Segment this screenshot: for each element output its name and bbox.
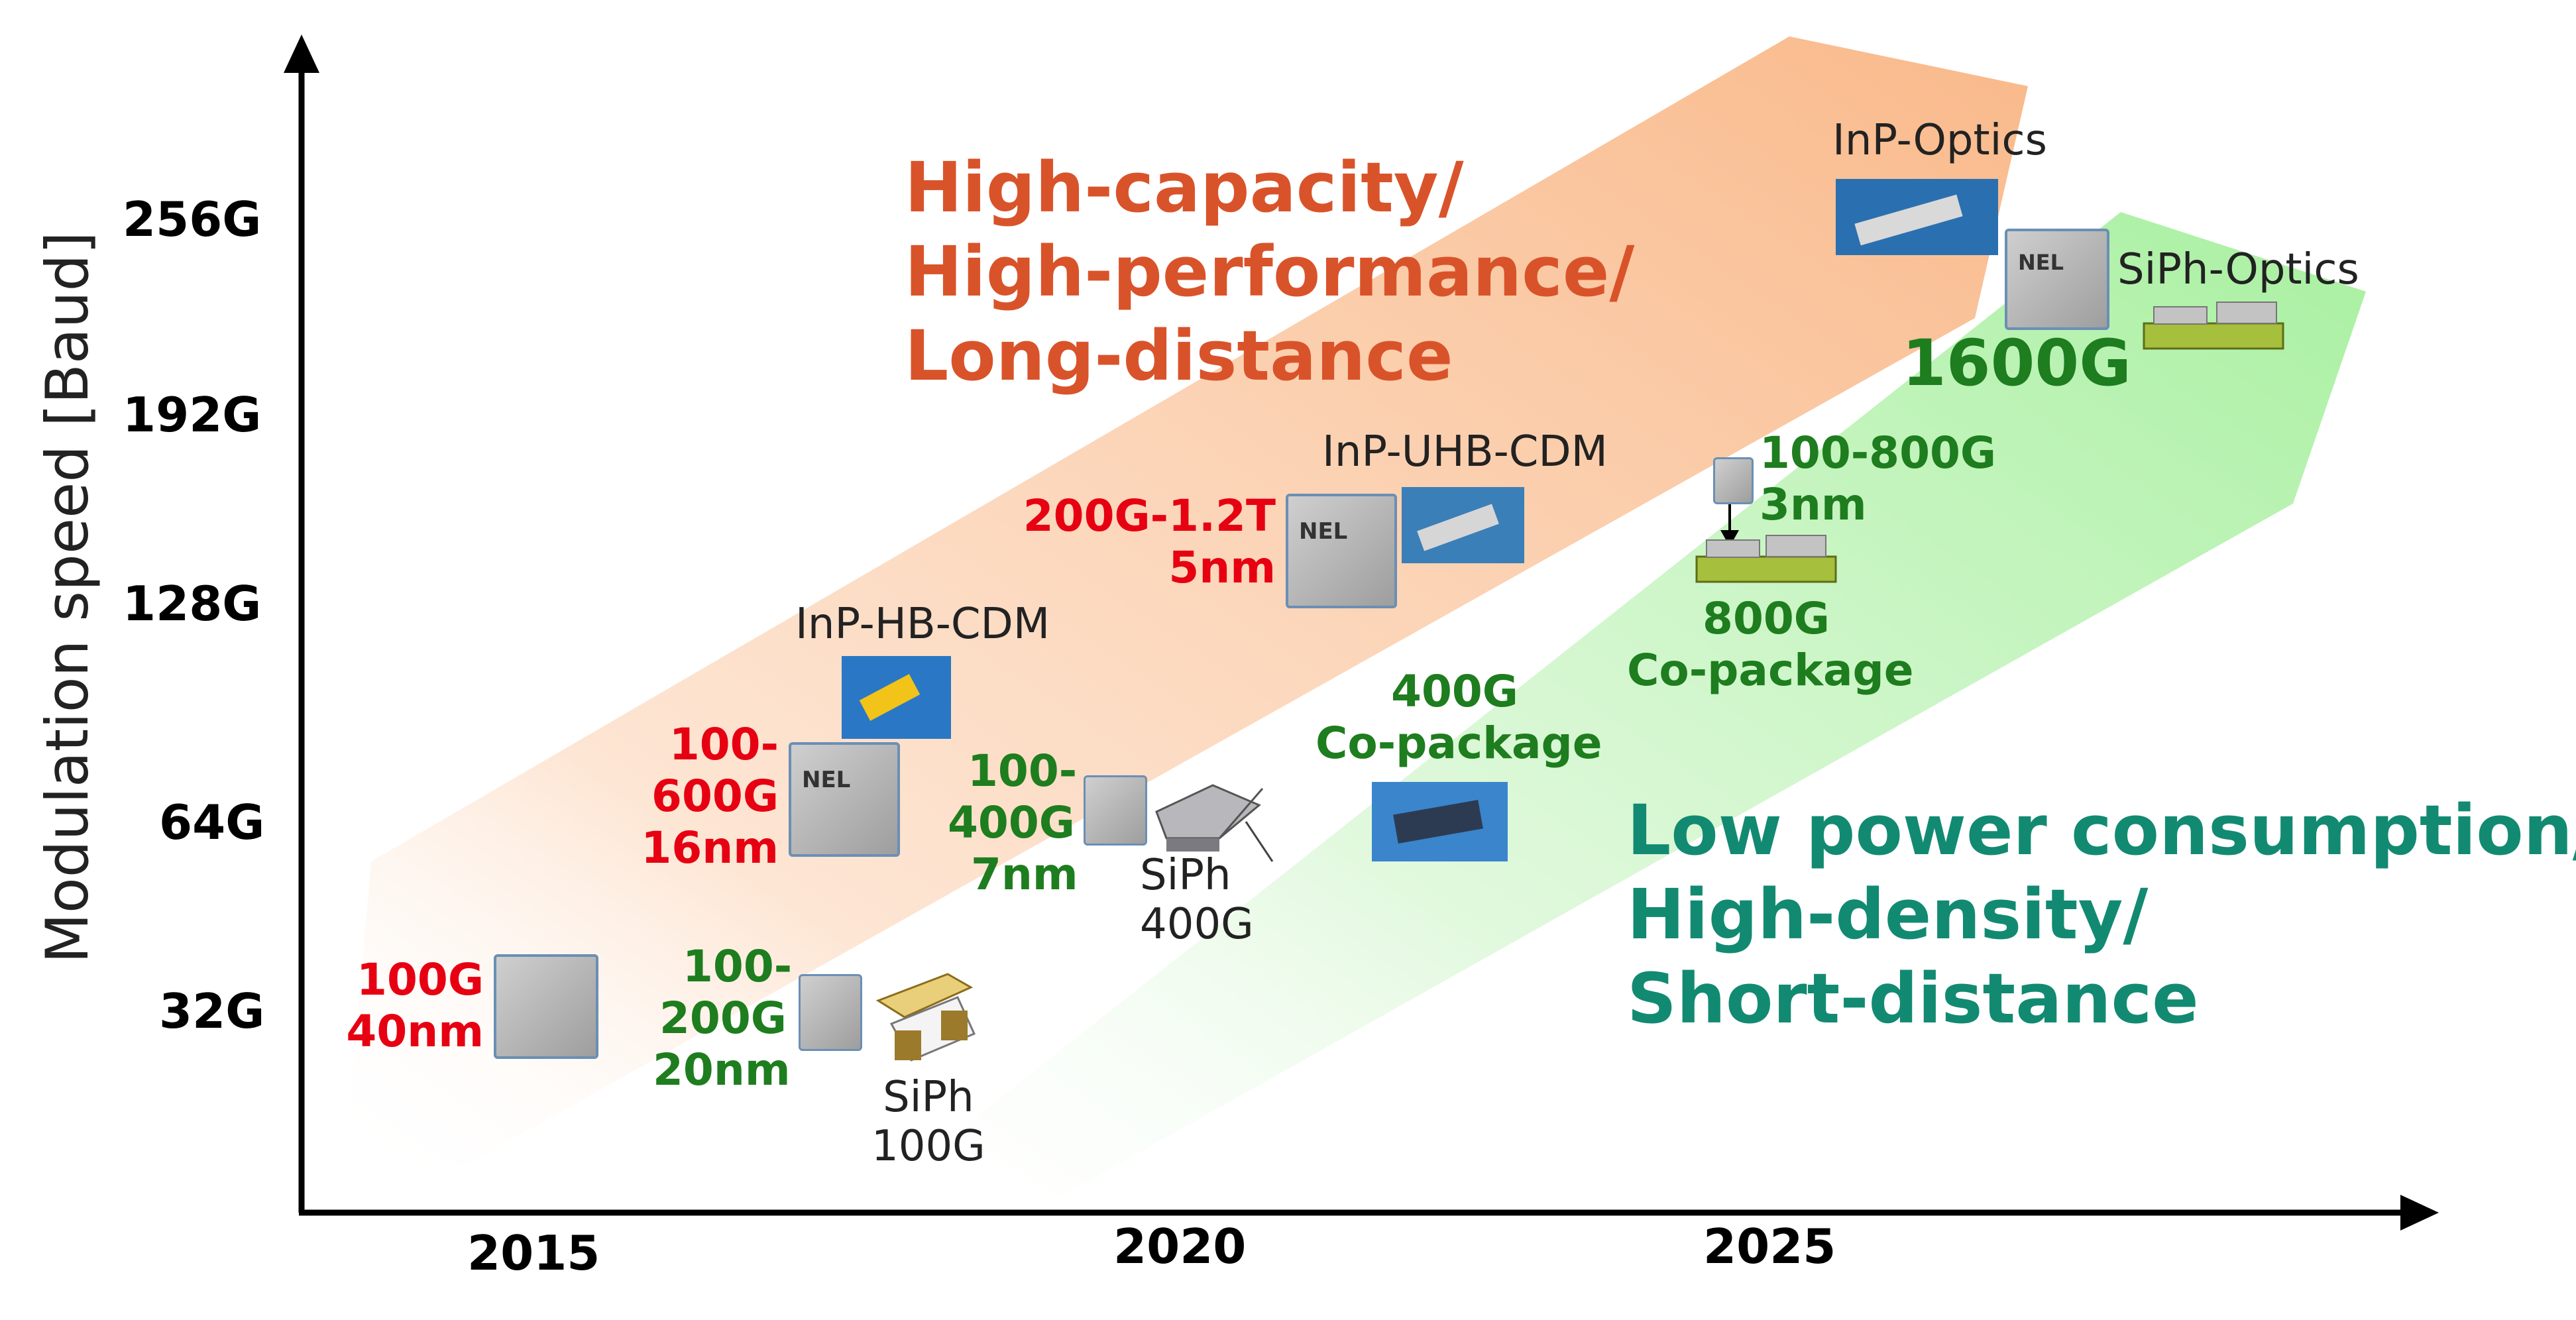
lower-band-heading: Low power consumption/ High-density/ Sho… (1627, 789, 2576, 1041)
dsp-chip-5nm (1286, 494, 1397, 608)
cpo400-line2: Co-package (1316, 717, 1602, 769)
dsp-label-7nm: 100- 400G 7nm (948, 745, 1078, 901)
cpo800-arrowhead (1720, 530, 1739, 547)
lower-heading-line2: High-density/ (1627, 873, 2149, 955)
dsp-label-3nm: 100-800G 3nm (1760, 427, 1996, 531)
y-tick-64g: 64G (159, 795, 265, 850)
cpo400-photo (1372, 782, 1508, 861)
cpo800-label: 800G Co-package (1627, 593, 1914, 696)
siph100-label: SiPh 100G (871, 1073, 985, 1171)
dsp-label-5nm: 200G-1.2T 5nm (1004, 490, 1276, 594)
siph400-line2: 400G (1140, 899, 1254, 949)
siph100-line1: SiPh (883, 1073, 974, 1122)
dsp-label-40nm: 100G 40nm (331, 954, 484, 1058)
x-tick-2025: 2025 (1703, 1219, 1836, 1274)
siph400-label: SiPh 400G (1140, 851, 1254, 949)
lower-heading-line1: Low power consumption/ (1627, 790, 2576, 871)
siph100-line2: 100G (871, 1121, 985, 1171)
dsp-7nm-line1: 100- (968, 745, 1078, 797)
dsp-chip-16nm (789, 742, 900, 857)
y-tick-256g: 256G (123, 192, 262, 247)
dsp-chip-3nm (1713, 457, 1754, 504)
dsp-20nm-line2: 200G (659, 992, 787, 1044)
inp-hb-cdm-label: InP-HB-CDM (795, 600, 1050, 649)
x-tick-2015: 2015 (467, 1225, 600, 1281)
chip-marking-5nm: NEL (1299, 518, 1348, 545)
dsp-7nm-line2: 400G (948, 797, 1075, 848)
x-tick-2020: 2020 (1113, 1219, 1247, 1274)
siph-optics-substrate (2143, 302, 2284, 350)
dsp-40nm-line1: 100G (357, 954, 484, 1005)
dsp-40nm-line2: 40nm (346, 1005, 484, 1057)
dsp-chip-20nm (799, 974, 862, 1051)
dsp-16nm-line2: 600G (651, 770, 779, 822)
dsp-16nm-line3: 16nm (641, 822, 779, 873)
cpo400-label: 400G Co-package (1316, 666, 1602, 769)
dsp-chip-1600g (2005, 229, 2109, 330)
y-axis-title: Modulation speed [Baud] (33, 231, 101, 963)
dsp-3nm-line1: 100-800G (1760, 427, 1997, 478)
upper-heading-line3: Long-distance (905, 315, 1453, 396)
siph-optics-label: SiPh-Optics (2117, 245, 2359, 294)
dsp-label-1600g: 1600G (1902, 326, 2131, 400)
lower-band-arrow (855, 212, 2366, 1219)
dsp-label-20nm: 100- 200G 20nm (653, 941, 792, 1096)
upper-heading-line1: High-capacity/ (905, 147, 1464, 228)
upper-band-arrow (345, 36, 2028, 1166)
dsp-5nm-line2: 5nm (1168, 541, 1276, 593)
x-axis-arrowhead (2400, 1195, 2439, 1231)
y-tick-32g: 32G (159, 983, 265, 1039)
inp-uhb-cdm-label: InP-UHB-CDM (1322, 427, 1608, 476)
cpo800-substrate (1695, 535, 1837, 583)
cpo800-line2: Co-package (1627, 644, 1914, 696)
inp-optics-photo (1836, 179, 1998, 255)
chip-marking-16nm: NEL (802, 767, 851, 793)
dsp-20nm-line3: 20nm (653, 1044, 791, 1095)
dsp-5nm-line1: 200G-1.2T (1023, 490, 1276, 541)
y-axis-arrowhead (284, 34, 319, 73)
y-tick-128g: 128G (123, 576, 262, 632)
dsp-chip-7nm (1084, 775, 1147, 846)
dsp-3nm-line2: 3nm (1760, 478, 1867, 530)
cpo400-line1: 400G (1391, 666, 1518, 717)
siph400-line1: SiPh (1140, 851, 1231, 900)
dsp-7nm-line3: 7nm (971, 848, 1078, 900)
lower-heading-line3: Short-distance (1627, 958, 2199, 1039)
siph100-module (875, 973, 976, 1062)
dsp-20nm-line1: 100- (683, 941, 793, 992)
dsp-label-16nm: 100- 600G 16nm (626, 719, 779, 874)
y-axis-title-text: Modulation speed [Baud] (33, 231, 101, 963)
dsp-16nm-line1: 100- (669, 719, 779, 770)
y-tick-192g: 192G (123, 387, 262, 443)
upper-heading-line2: High-performance/ (905, 231, 1635, 312)
siph400-module (1155, 784, 1274, 862)
inp-optics-label: InP-Optics (1832, 116, 2047, 165)
cpo800-line1: 800G (1703, 593, 1830, 644)
inp-hb-cdm-photo (842, 656, 951, 739)
chip-marking-1600g: NEL (2018, 250, 2064, 275)
inp-uhb-cdm-photo (1402, 487, 1524, 563)
dsp-chip-40nm (494, 954, 598, 1059)
upper-band-heading: High-capacity/ High-performance/ Long-di… (905, 146, 1634, 398)
